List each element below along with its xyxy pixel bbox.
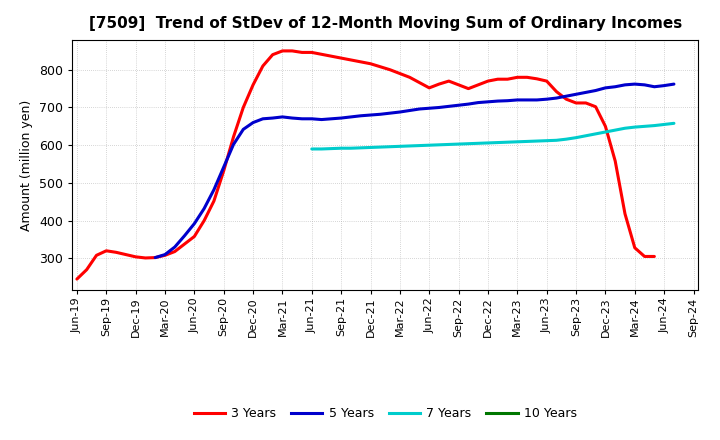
- 5 Years: [454, 103, 463, 108]
- 7 Years: [318, 147, 326, 152]
- 7 Years: [660, 122, 668, 127]
- 7 Years: [474, 141, 482, 146]
- 3 Years: [269, 52, 277, 57]
- 7 Years: [415, 143, 424, 148]
- Legend: 3 Years, 5 Years, 7 Years, 10 Years: 3 Years, 5 Years, 7 Years, 10 Years: [189, 402, 582, 425]
- 7 Years: [454, 141, 463, 147]
- Title: [7509]  Trend of StDev of 12-Month Moving Sum of Ordinary Incomes: [7509] Trend of StDev of 12-Month Moving…: [89, 16, 682, 32]
- 7 Years: [591, 131, 600, 136]
- 5 Years: [670, 81, 678, 87]
- 7 Years: [425, 143, 433, 148]
- 3 Years: [444, 78, 453, 84]
- 7 Years: [366, 145, 375, 150]
- 3 Years: [239, 105, 248, 110]
- 7 Years: [601, 129, 610, 135]
- 5 Years: [464, 102, 473, 107]
- 3 Years: [650, 254, 659, 259]
- Line: 5 Years: 5 Years: [156, 84, 674, 257]
- 7 Years: [572, 135, 580, 140]
- 7 Years: [356, 145, 365, 150]
- 7 Years: [503, 139, 512, 145]
- 7 Years: [395, 144, 404, 149]
- 7 Years: [464, 141, 473, 147]
- 7 Years: [493, 140, 502, 145]
- Line: 7 Years: 7 Years: [312, 123, 674, 149]
- 5 Years: [239, 127, 248, 132]
- 7 Years: [346, 146, 355, 151]
- 7 Years: [542, 138, 551, 143]
- Line: 3 Years: 3 Years: [77, 51, 654, 279]
- 3 Years: [73, 276, 81, 282]
- 7 Years: [376, 144, 384, 150]
- 5 Years: [346, 114, 355, 120]
- 7 Years: [444, 142, 453, 147]
- 3 Years: [171, 249, 179, 254]
- 7 Years: [562, 136, 570, 142]
- 3 Years: [220, 168, 228, 173]
- 7 Years: [513, 139, 522, 144]
- 7 Years: [631, 125, 639, 130]
- 7 Years: [337, 146, 346, 151]
- 7 Years: [386, 144, 395, 149]
- 7 Years: [405, 143, 414, 149]
- 7 Years: [621, 125, 629, 131]
- 3 Years: [278, 48, 287, 54]
- 7 Years: [670, 121, 678, 126]
- 7 Years: [307, 147, 316, 152]
- 5 Years: [503, 98, 512, 103]
- 3 Years: [258, 63, 267, 69]
- 7 Years: [533, 139, 541, 144]
- 7 Years: [327, 146, 336, 151]
- Y-axis label: Amount (million yen): Amount (million yen): [20, 99, 33, 231]
- 7 Years: [484, 140, 492, 146]
- 7 Years: [582, 133, 590, 139]
- 7 Years: [435, 142, 444, 147]
- 5 Years: [151, 255, 160, 260]
- 5 Years: [631, 81, 639, 87]
- 7 Years: [611, 128, 619, 133]
- 5 Years: [435, 105, 444, 110]
- 7 Years: [650, 123, 659, 128]
- 7 Years: [552, 138, 561, 143]
- 7 Years: [523, 139, 531, 144]
- 7 Years: [640, 124, 649, 129]
